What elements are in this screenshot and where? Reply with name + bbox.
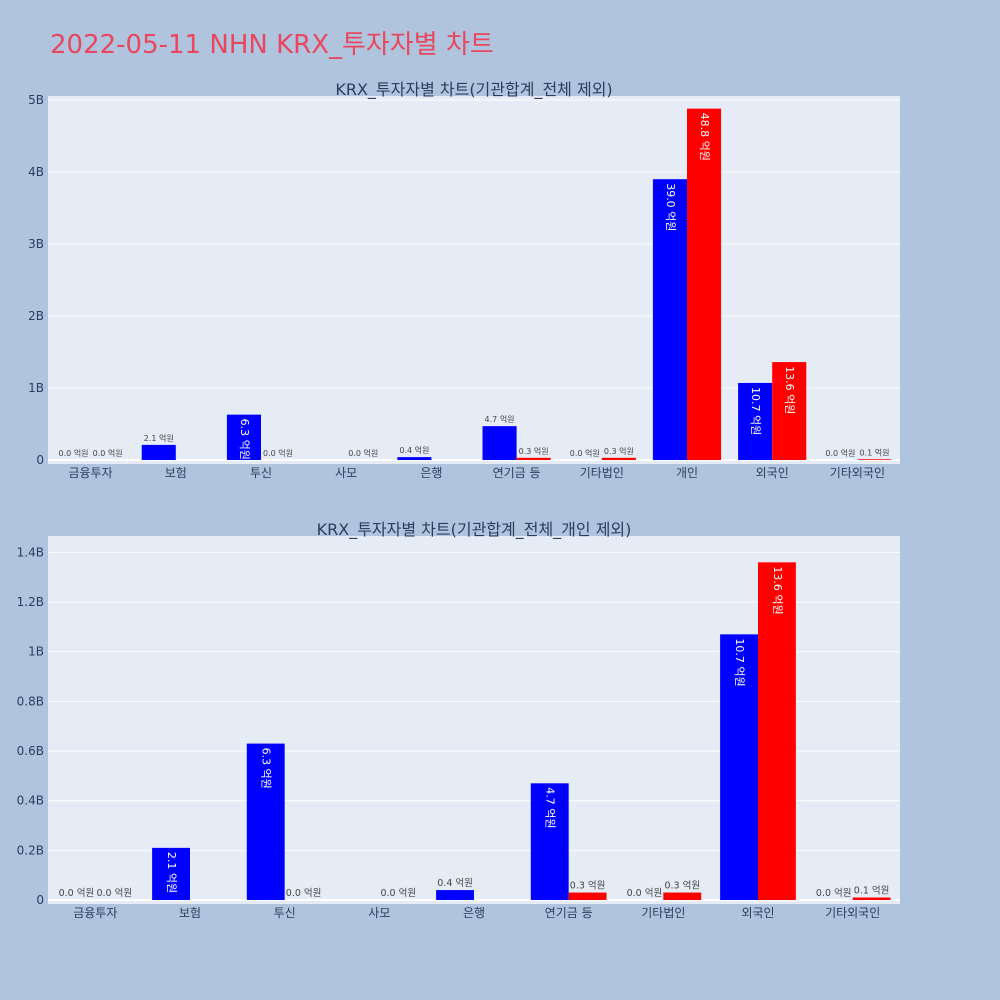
bar (141, 444, 176, 460)
data-label: 0.0 억원 (380, 887, 416, 899)
bar (397, 457, 432, 460)
data-label: 0.3 억원 (604, 446, 634, 456)
data-label: 6.3 억원 (238, 419, 251, 460)
data-label: 0.0 억원 (93, 448, 123, 458)
x-tick-label: 금융투자 (69, 466, 113, 480)
x-tick-label: 외국인 (741, 906, 774, 920)
data-label: 0.0 억원 (825, 448, 855, 458)
y-tick-label: 2B (28, 309, 44, 323)
data-label: 0.0 억원 (286, 887, 322, 899)
x-tick-label: 보험 (179, 906, 201, 920)
chart-1: 0 1B 2B 3B 4B 5B KRX_투자자별 차트(기관합계_전체 제외) 금융투자 0.… (28, 80, 900, 480)
data-label: 13.6 억원 (783, 366, 796, 414)
data-label: 0.3 억원 (519, 446, 549, 456)
y-tick-label: 0.6B (17, 744, 44, 758)
bar (152, 847, 190, 900)
x-tick-label: 금융투자 (73, 906, 117, 920)
x-tick-label: 은행 (463, 905, 485, 920)
data-label: 2.1 억원 (144, 433, 174, 443)
y-tick-label: 1B (28, 381, 44, 395)
data-label: 6.3 억원 (260, 748, 273, 789)
bar (720, 634, 758, 900)
data-label: 0.1 억원 (854, 885, 890, 897)
page-title: 2022-05-11 NHN KRX_투자자별 차트 (50, 30, 494, 60)
y-tick-label: 3B (28, 237, 44, 251)
y-tick-label: 1B (28, 645, 44, 659)
chart-2: 0 0.2B 0.4B 0.6B 0.8B 1B 1.2B 1.4B KRX_투자자별 차트(기… (17, 520, 900, 920)
data-label: 48.8 억원 (698, 113, 711, 161)
bar (568, 892, 607, 900)
bar (857, 459, 892, 460)
chart-title: KRX_투자자별 차트(기관합계_전체 제외) (335, 80, 612, 100)
x-tick-label: 개인 (676, 466, 698, 480)
bar (601, 457, 636, 460)
data-label: 13.6 억원 (771, 566, 784, 614)
bar (652, 179, 687, 460)
chart-title: KRX_투자자별 차트(기관합계_전체_개인 제외) (317, 520, 632, 540)
x-tick-label: 연기금 등 (545, 906, 593, 920)
data-label: 0.0 억원 (96, 887, 132, 899)
bar (246, 743, 285, 900)
y-tick-label: 0 (36, 893, 44, 907)
bar (663, 892, 702, 900)
data-label: 4.7 억원 (485, 414, 515, 424)
bar (482, 426, 517, 460)
x-tick-label: 투신 (274, 906, 296, 920)
data-label: 10.7 억원 (733, 638, 746, 686)
data-label: 0.0 억원 (816, 887, 852, 899)
x-tick-label: 사모 (368, 906, 390, 920)
data-label: 0.0 억원 (570, 448, 600, 458)
bar (436, 890, 474, 900)
data-label: 0.0 억원 (59, 448, 89, 458)
data-label: 0.0 억원 (627, 887, 663, 899)
data-label: 0.4 억원 (437, 877, 473, 889)
bar (687, 108, 722, 460)
x-tick-label: 연기금 등 (493, 466, 541, 480)
x-tick-label: 은행 (420, 465, 442, 480)
data-label: 0.1 억원 (859, 447, 889, 457)
y-tick-label: 4B (28, 165, 44, 179)
bar (516, 457, 551, 460)
y-tick-label: 0.4B (17, 794, 44, 808)
x-tick-label: 기타법인 (641, 906, 685, 920)
x-tick-label: 사모 (335, 466, 357, 480)
y-tick-label: 0.8B (17, 694, 44, 708)
data-label: 0.0 억원 (59, 887, 95, 899)
x-tick-label: 기타외국인 (830, 466, 885, 480)
x-tick-label: 보험 (165, 466, 187, 480)
bar (758, 562, 796, 900)
data-label: 4.7 억원 (544, 787, 557, 828)
x-tick-label: 투신 (250, 466, 272, 480)
data-label: 0.0 억원 (263, 448, 293, 458)
data-label: 0.3 억원 (664, 880, 700, 892)
bar (738, 382, 773, 460)
data-label: 0.3 억원 (570, 880, 606, 892)
y-tick-label: 0 (36, 453, 44, 467)
data-label: 39.0 억원 (664, 183, 677, 231)
data-label: 0.0 억원 (348, 448, 378, 458)
data-label: 10.7 억원 (749, 387, 762, 435)
y-tick-label: 5B (28, 93, 44, 107)
data-label: 0.4 억원 (399, 445, 429, 455)
y-tick-label: 1.2B (17, 595, 44, 609)
x-tick-label: 기타법인 (580, 466, 624, 480)
x-tick-label: 외국인 (756, 466, 789, 480)
bar (772, 362, 807, 460)
y-tick-label: 0.2B (17, 843, 44, 857)
y-tick-label: 1.4B (17, 545, 44, 559)
x-tick-label: 기타외국인 (825, 906, 880, 920)
bar (852, 897, 891, 900)
data-label: 2.1 억원 (165, 852, 178, 893)
bar (226, 414, 261, 460)
bar (530, 783, 569, 900)
